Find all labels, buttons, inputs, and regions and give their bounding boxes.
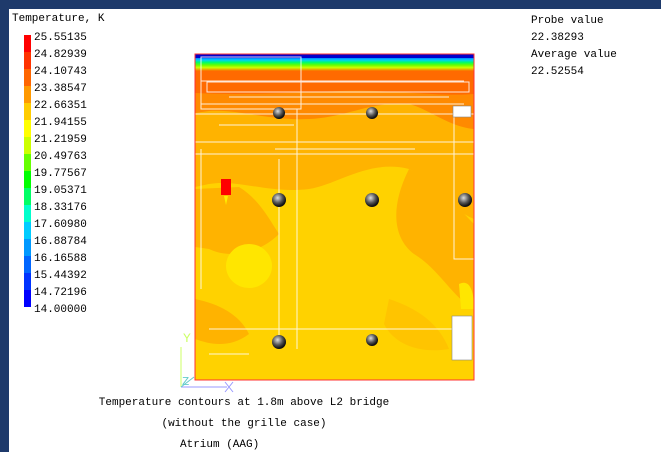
vent-box-top <box>452 105 472 118</box>
legend-swatch <box>24 86 31 103</box>
axis-triad-icon: Y Z <box>180 331 234 393</box>
sphere-sensor-icon[interactable] <box>366 107 378 119</box>
probe-value: 22.38293 <box>531 32 584 44</box>
probe-marker[interactable] <box>221 179 231 195</box>
sphere-sensor-icon[interactable] <box>458 193 472 207</box>
legend-value: 14.72196 <box>34 287 87 299</box>
legend-swatch <box>24 171 31 188</box>
z-axis-label: Z <box>182 375 189 389</box>
sphere-sensor-icon[interactable] <box>365 193 379 207</box>
vent-box-bottom <box>451 315 473 361</box>
average-label: Average value <box>531 49 617 61</box>
legend-value: 17.60980 <box>34 219 87 231</box>
legend-swatch <box>24 188 31 205</box>
legend-swatch <box>24 103 31 120</box>
legend-value: 16.88784 <box>34 236 87 248</box>
legend-swatch <box>24 35 31 52</box>
legend-swatch <box>24 69 31 86</box>
legend-swatch <box>24 154 31 171</box>
legend-labels: 25.55135 24.82939 24.10743 23.38547 22.66351… <box>34 30 87 319</box>
legend-value: 23.38547 <box>34 83 87 95</box>
legend-value: 14.00000 <box>34 304 87 316</box>
legend-value: 21.94155 <box>34 117 87 129</box>
sphere-sensor-icon[interactable] <box>273 107 285 119</box>
caption-line-1: Temperature contours at 1.8m above L2 br… <box>98 397 390 409</box>
legend-swatch <box>24 239 31 256</box>
probe-panel: Probe value 22.38293 Average value 22.52… <box>531 13 617 81</box>
legend-colorbar <box>24 35 31 307</box>
legend-swatch <box>24 273 31 290</box>
legend-title: Temperature, K <box>12 13 105 25</box>
caption-line-2: (without the grille case) <box>161 418 327 430</box>
legend-value: 21.21959 <box>34 134 87 146</box>
viewport[interactable]: Y Z Temperature, K 25.55135 24.82939 24.10… <box>9 9 661 452</box>
sensor-spheres <box>272 107 472 349</box>
caption-line-3: Atrium (AAG) <box>180 439 260 451</box>
legend-value: 25.55135 <box>34 32 87 44</box>
legend-swatch <box>24 137 31 154</box>
legend-swatch <box>24 222 31 239</box>
legend-swatch <box>24 256 31 273</box>
average-value: 22.52554 <box>531 66 584 78</box>
legend-swatch <box>24 120 31 137</box>
legend-value: 20.49763 <box>34 151 87 163</box>
probe-pointer <box>224 196 228 205</box>
legend-value: 24.10743 <box>34 66 87 78</box>
sphere-sensor-icon[interactable] <box>366 334 378 346</box>
legend-swatch <box>24 205 31 222</box>
legend-swatch <box>24 290 31 307</box>
domain-boundary <box>194 53 475 381</box>
caption: Temperature contours at 1.8m above L2 br… <box>9 393 479 452</box>
legend-swatch <box>24 52 31 69</box>
contour-field <box>195 54 474 380</box>
legend-value: 19.77567 <box>34 168 87 180</box>
contour-plot[interactable]: Y Z <box>9 9 661 452</box>
legend-value: 22.66351 <box>34 100 87 112</box>
legend-value: 18.33176 <box>34 202 87 214</box>
y-axis-label: Y <box>183 331 191 346</box>
sphere-sensor-icon[interactable] <box>272 335 286 349</box>
sphere-sensor-icon[interactable] <box>272 193 286 207</box>
probe-label: Probe value <box>531 15 604 27</box>
legend-value: 15.44392 <box>34 270 87 282</box>
legend-value: 24.82939 <box>34 49 87 61</box>
legend-value: 16.16588 <box>34 253 87 265</box>
geometry-outlines <box>195 56 475 355</box>
legend-value: 19.05371 <box>34 185 87 197</box>
